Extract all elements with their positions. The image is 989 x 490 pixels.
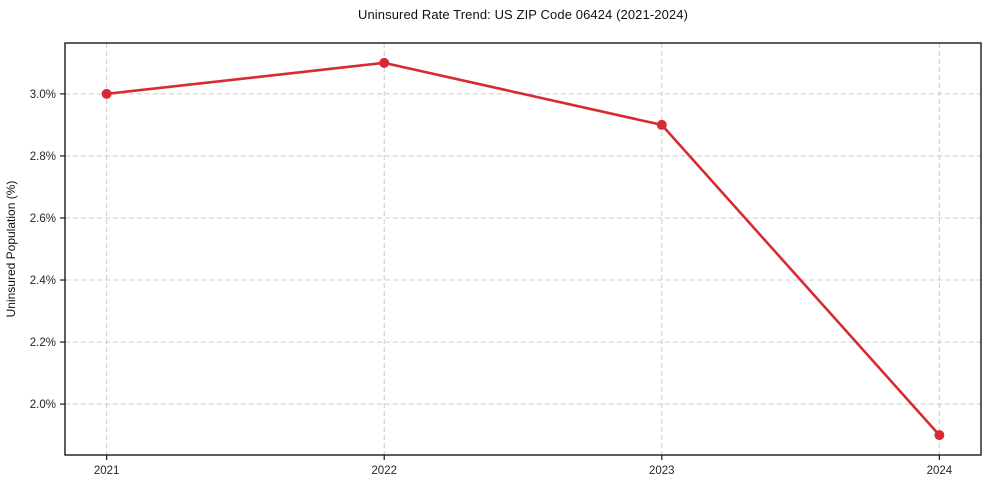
data-point	[934, 430, 945, 441]
x-tick-label: 2024	[927, 465, 953, 477]
data-point	[379, 57, 390, 68]
x-tick-label: 2022	[371, 465, 397, 477]
y-tick-label: 3.0%	[30, 89, 56, 101]
axes-spines	[64, 42, 982, 456]
y-tick-label: 2.0%	[30, 399, 56, 411]
x-tick-label: 2021	[94, 465, 120, 477]
y-tick-label: 2.2%	[30, 337, 56, 349]
chart-title: Uninsured Rate Trend: US ZIP Code 06424 …	[357, 7, 689, 22]
series-line	[105, 61, 941, 437]
y-axis-label: Uninsured Population (%)	[4, 181, 18, 318]
y-tick-label: 2.6%	[30, 213, 56, 225]
data-point	[101, 88, 112, 99]
data-point	[656, 119, 667, 130]
x-tick-label: 2023	[649, 465, 675, 477]
y-tick-label: 2.8%	[30, 151, 56, 163]
y-tick-label: 2.4%	[30, 275, 56, 287]
